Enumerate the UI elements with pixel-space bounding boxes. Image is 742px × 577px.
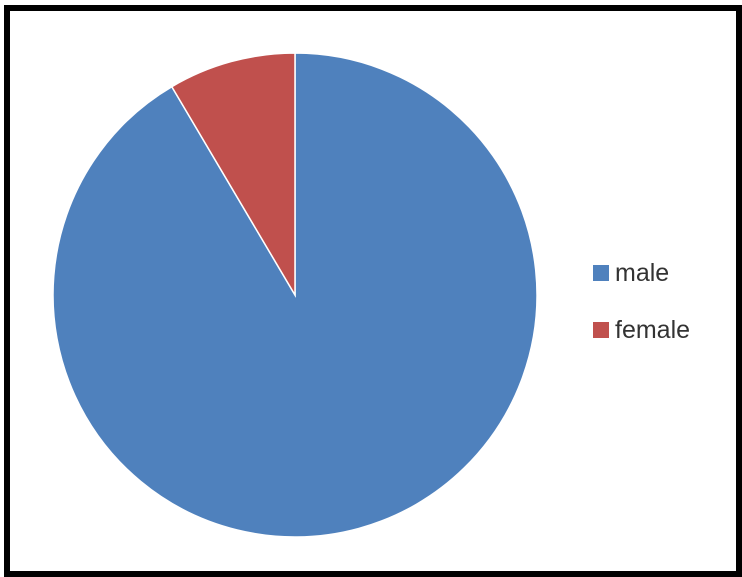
- chart-frame: male female: [4, 5, 742, 577]
- legend-label-female: female: [615, 316, 691, 344]
- pie-slices: [52, 52, 538, 538]
- legend-item-female: female: [593, 315, 723, 345]
- legend-swatch-male: [593, 265, 609, 281]
- legend-swatch-female: [593, 322, 609, 338]
- legend-item-male: male: [593, 258, 723, 288]
- pie-chart: [52, 52, 538, 538]
- pie-slice-female: [170, 52, 296, 298]
- legend: male female: [593, 258, 723, 372]
- legend-label-male: male: [615, 259, 670, 287]
